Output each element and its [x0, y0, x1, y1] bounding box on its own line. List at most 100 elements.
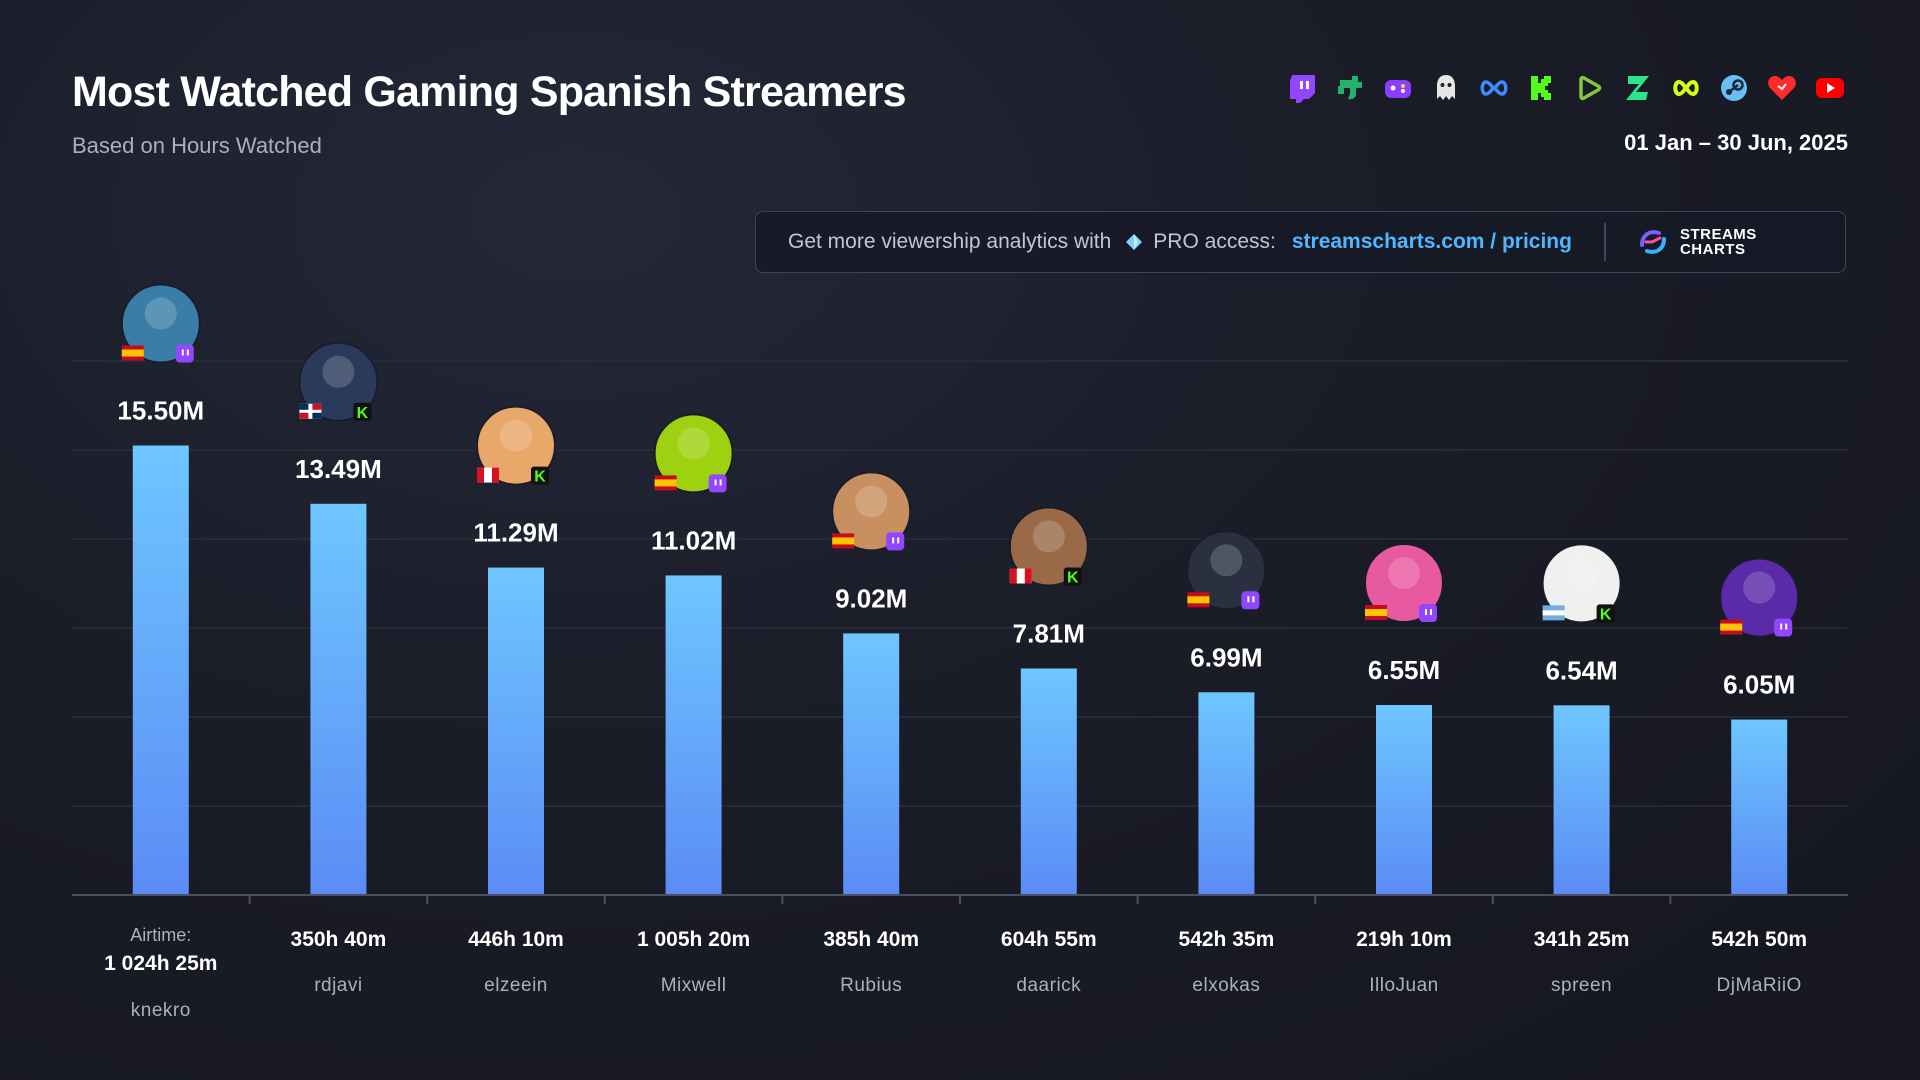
- avatars: K K K K: [120, 283, 1800, 638]
- svg-text:K: K: [534, 469, 546, 486]
- bars: [132, 445, 1788, 896]
- kick-icon[interactable]: [1524, 70, 1560, 106]
- avatar-shine: [144, 297, 177, 330]
- avatar-circle: [1541, 543, 1622, 624]
- avatar-circle: [1008, 506, 1089, 587]
- svg-text:K: K: [357, 405, 369, 422]
- twitch-icon[interactable]: [1284, 70, 1320, 106]
- airtime-value: 219h 10m: [1356, 928, 1452, 951]
- bar-elxokas[interactable]: [1198, 692, 1255, 895]
- streams-charts-logo-icon: [1639, 230, 1666, 254]
- grid-lines: [72, 360, 1848, 807]
- flag-pe-icon: [477, 467, 499, 483]
- avatar-shine: [1743, 571, 1776, 604]
- airtime-value: 446h 10m: [468, 928, 564, 951]
- bar-Rubius[interactable]: [843, 633, 900, 895]
- streamer-name[interactable]: knekro: [130, 1000, 191, 1021]
- value-label: 9.02M: [835, 583, 907, 613]
- streamer-name[interactable]: Mixwell: [660, 975, 727, 996]
- steam-icon[interactable]: [1716, 70, 1752, 106]
- promo-divider: [1603, 223, 1606, 261]
- logo-line2: CHARTS: [1679, 241, 1746, 258]
- bar-rdjavi[interactable]: [310, 503, 367, 895]
- avatar-elzeein[interactable]: K: [476, 405, 556, 486]
- avatar-circle: [298, 341, 379, 422]
- streamer-name[interactable]: spreen: [1551, 975, 1613, 996]
- avatar-IlloJuan[interactable]: [1364, 543, 1444, 624]
- promo-text: Get more viewership analytics with: [788, 230, 1112, 253]
- x-axis-ticks: [248, 895, 1672, 904]
- twitch-badge-icon: [175, 344, 194, 363]
- infinity-platform-icon[interactable]: [1476, 70, 1512, 106]
- avatar-circle: [831, 471, 912, 552]
- diamond-icon: [1126, 234, 1143, 250]
- bar-DjMaRiiO[interactable]: [1731, 719, 1788, 895]
- streamer-name[interactable]: rdjavi: [314, 975, 363, 996]
- logo-line1: STREAMS: [1679, 226, 1757, 243]
- trovo-icon[interactable]: [1332, 70, 1368, 106]
- bar-daarick[interactable]: [1020, 668, 1077, 895]
- flag-es-icon: [121, 345, 144, 361]
- airtime-value: 350h 40m: [290, 928, 387, 951]
- airtime-value: 385h 40m: [823, 928, 920, 951]
- bar-knekro[interactable]: [132, 445, 189, 896]
- avatar-knekro[interactable]: [120, 283, 201, 364]
- avatar-Rubius[interactable]: [831, 471, 912, 552]
- heart-platform-icon[interactable]: [1764, 70, 1800, 106]
- airtime-label: Airtime:: [130, 925, 192, 945]
- svg-text:K: K: [1600, 606, 1612, 623]
- promo-pro-text: PRO access:: [1153, 230, 1276, 253]
- chart-title: Most Watched Gaming Spanish Streamers: [72, 68, 907, 116]
- streamer-name[interactable]: IlloJuan: [1369, 975, 1439, 996]
- bar-IlloJuan[interactable]: [1376, 705, 1432, 895]
- svg-text:K: K: [1067, 570, 1079, 587]
- avatar-shine: [1032, 520, 1065, 553]
- airtime-value: 1 024h 25m: [104, 952, 218, 975]
- avatar-circle: [1719, 557, 1800, 638]
- streamer-name[interactable]: DjMaRiiO: [1716, 975, 1802, 996]
- zap-platform-icon[interactable]: [1620, 70, 1656, 106]
- avatar-daarick[interactable]: K: [1008, 506, 1089, 587]
- value-label: 6.99M: [1190, 642, 1262, 672]
- bar-elzeein[interactable]: [488, 567, 544, 895]
- avatar-elxokas[interactable]: [1186, 530, 1267, 611]
- avatar-Mixwell[interactable]: [653, 413, 734, 494]
- airtime-value: 542h 50m: [1711, 928, 1808, 951]
- value-label: 6.55M: [1368, 655, 1440, 685]
- avatar-shine: [677, 427, 710, 460]
- bar-spreen[interactable]: [1553, 705, 1610, 895]
- avatar-shine: [1388, 557, 1420, 590]
- gameroom-icon[interactable]: [1380, 70, 1416, 106]
- airtime-value: 604h 55m: [1000, 928, 1097, 951]
- streamer-name[interactable]: Rubius: [840, 975, 903, 996]
- avatar-shine: [855, 485, 888, 518]
- loop-platform-icon[interactable]: [1668, 70, 1704, 106]
- platform-icons: [1284, 70, 1848, 106]
- streams-charts-logo: STREAMS CHARTS: [1636, 225, 1757, 259]
- airtime-value: 341h 25m: [1533, 928, 1630, 951]
- pricing-link[interactable]: streamscharts.com / pricing: [1291, 230, 1572, 253]
- avatar-circle: [1186, 530, 1267, 611]
- flag-es-icon: [1187, 592, 1210, 608]
- value-label: 13.49M: [295, 454, 382, 484]
- date-range: 01 Jan – 30 Jun, 2025: [1624, 130, 1848, 155]
- kick-badge-icon: K: [1596, 604, 1615, 623]
- value-labels: 15.50M 13.49M 11.29M 11.02M 9.02M 7.81M 6.99M 6…: [117, 396, 1795, 700]
- avatar-spreen[interactable]: K: [1541, 543, 1622, 624]
- avatar-circle: [476, 405, 556, 486]
- youtube-icon[interactable]: [1812, 70, 1848, 106]
- pro-access-banner[interactable]: Get more viewership analytics with PRO a…: [755, 211, 1846, 273]
- ghost-platform-icon[interactable]: [1428, 70, 1464, 106]
- twitch-badge-icon: [1241, 591, 1260, 610]
- rumble-icon[interactable]: [1572, 70, 1608, 106]
- streamer-name[interactable]: elxokas: [1192, 975, 1261, 996]
- avatar-shine: [500, 419, 532, 452]
- streamer-name[interactable]: daarick: [1016, 975, 1082, 996]
- streamer-name[interactable]: elzeein: [484, 975, 548, 996]
- value-label: 6.54M: [1545, 655, 1617, 685]
- avatar-circle: [120, 283, 201, 364]
- bar-Mixwell[interactable]: [665, 575, 722, 895]
- avatar-rdjavi[interactable]: K: [298, 341, 379, 422]
- avatar-DjMaRiiO[interactable]: [1719, 557, 1800, 638]
